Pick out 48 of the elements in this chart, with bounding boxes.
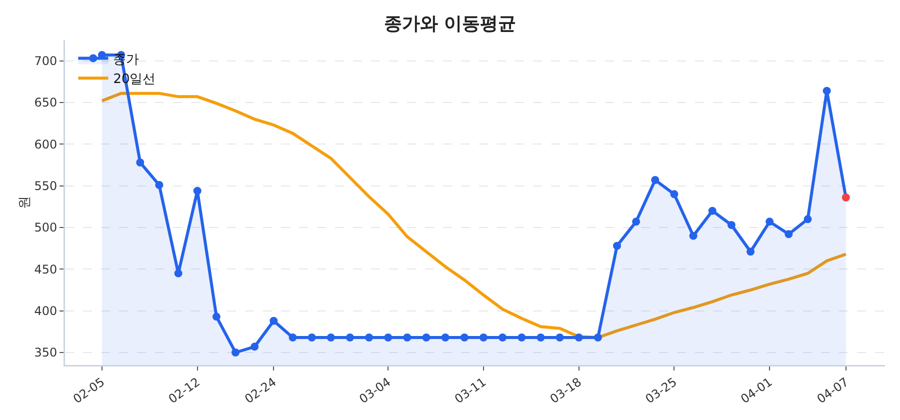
point	[784, 230, 793, 238]
point	[498, 334, 507, 342]
point	[670, 190, 678, 198]
point	[632, 218, 640, 226]
point	[441, 334, 450, 342]
point	[403, 334, 412, 342]
point	[727, 221, 736, 229]
point	[136, 158, 144, 166]
point	[174, 269, 182, 278]
point	[518, 334, 526, 342]
point	[460, 334, 468, 342]
point	[842, 194, 850, 202]
y-tick-label: 350	[34, 346, 58, 360]
y-tick-label: 550	[34, 179, 58, 194]
point	[365, 334, 374, 342]
point	[479, 334, 488, 342]
point	[250, 342, 259, 351]
y-tick-label: 500	[34, 220, 58, 235]
y-tick-label: 400	[34, 304, 58, 318]
point	[384, 334, 392, 342]
point	[422, 334, 430, 342]
point	[574, 334, 583, 342]
point	[594, 334, 602, 342]
point	[556, 334, 564, 342]
point	[155, 181, 164, 189]
point	[804, 215, 812, 224]
point	[288, 334, 297, 342]
y-tick-label: 700	[34, 54, 58, 68]
point	[746, 248, 755, 256]
point	[766, 218, 774, 226]
point	[689, 232, 698, 240]
point	[346, 334, 354, 342]
y-tick-label: 600	[34, 137, 58, 152]
point	[651, 176, 660, 184]
y-axis-title: 원	[18, 196, 32, 209]
y-tick-label: 450	[34, 262, 58, 276]
point	[232, 348, 240, 356]
point	[536, 334, 545, 342]
y-tick-label: 650	[34, 96, 58, 110]
point	[708, 206, 716, 215]
point	[270, 316, 278, 325]
chart-title: 종가와 이동평균	[384, 13, 516, 34]
point	[308, 334, 316, 342]
point	[212, 312, 220, 321]
point	[613, 242, 622, 250]
point	[822, 86, 831, 95]
point	[193, 186, 202, 195]
point	[326, 334, 335, 342]
